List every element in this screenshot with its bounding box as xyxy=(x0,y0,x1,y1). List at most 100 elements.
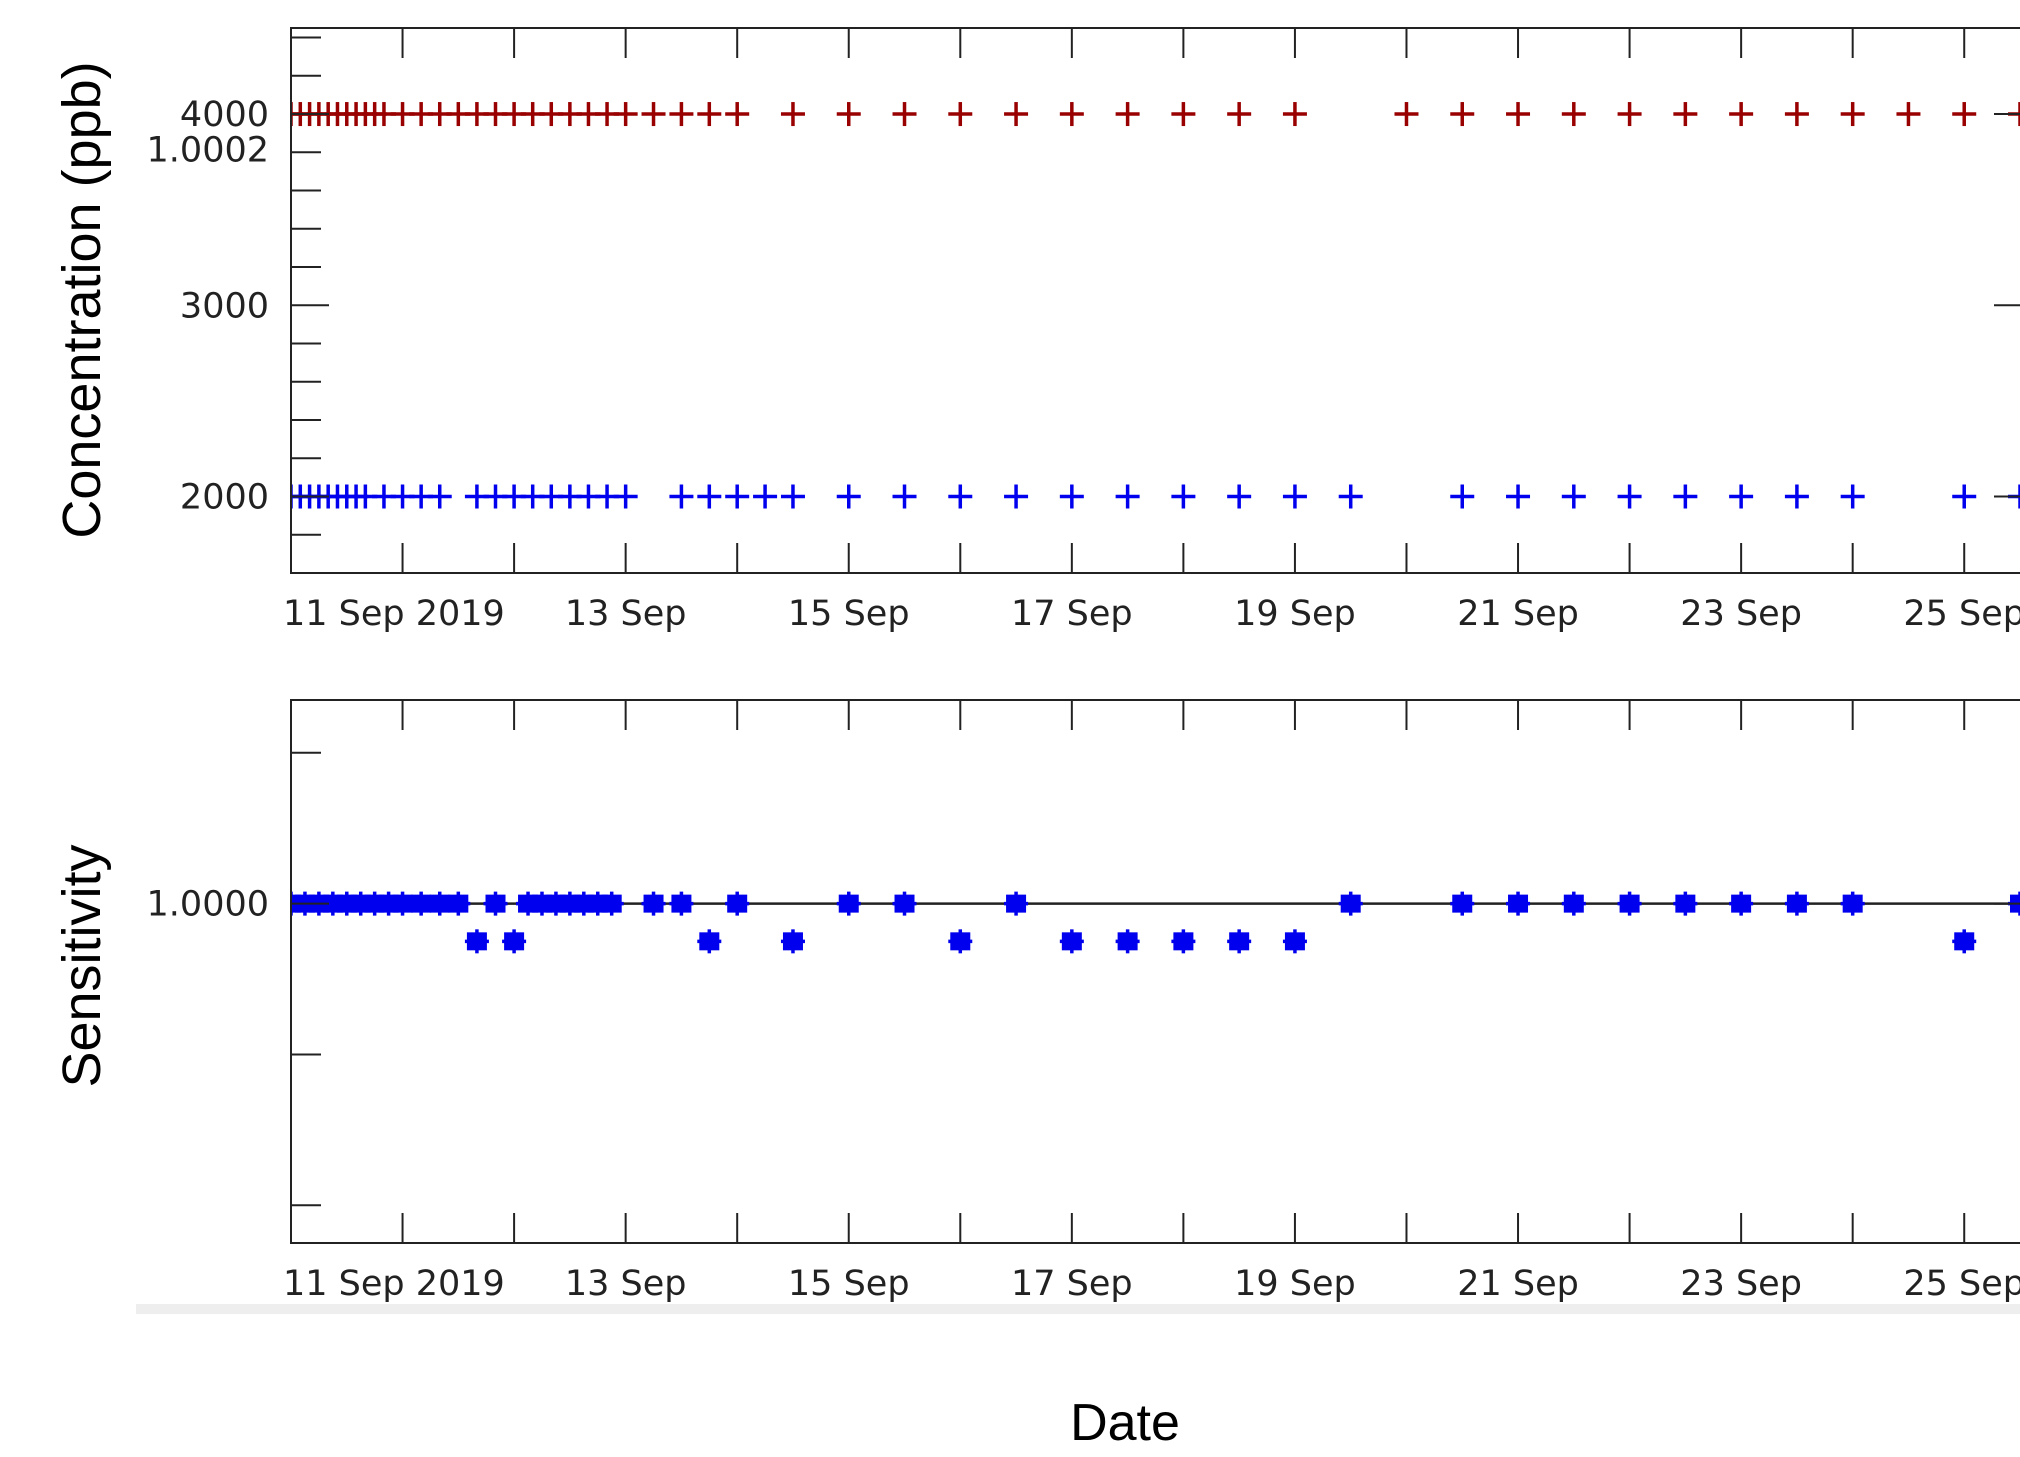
blue-series-point xyxy=(502,929,527,954)
blue-series-point xyxy=(948,929,973,954)
red-series-point xyxy=(669,102,694,127)
blue-series-point xyxy=(1617,484,1642,509)
red-series-point xyxy=(1840,102,1865,127)
blue-series-point xyxy=(1115,484,1140,509)
blue-series-point xyxy=(836,484,861,509)
blue-series-point xyxy=(1004,484,1029,509)
y-tick-label: 3000 xyxy=(180,286,269,326)
red-series-point xyxy=(1227,102,1252,127)
blue-series-point xyxy=(1338,891,1363,916)
blue-series-point xyxy=(427,484,452,509)
red-series-point xyxy=(948,102,973,127)
blue-series-point xyxy=(1673,484,1698,509)
red-series-point xyxy=(1896,102,1921,127)
x-tick-label: 21 Sep xyxy=(1457,594,1579,634)
blue-series-point xyxy=(697,484,722,509)
red-series-point xyxy=(725,102,750,127)
blue-series-point xyxy=(892,891,917,916)
blue-series-point xyxy=(1673,891,1698,916)
sensitivity-y-axis-title: Sensitivity xyxy=(52,844,112,1087)
red-series-point xyxy=(1952,102,1977,127)
red-series-point xyxy=(1506,102,1531,127)
blue-series-point xyxy=(483,891,508,916)
blue-series-point xyxy=(1004,891,1029,916)
blue-series-point xyxy=(599,891,624,916)
blue-series-point xyxy=(892,484,917,509)
blue-series-point xyxy=(427,891,452,916)
blue-series-point xyxy=(1282,929,1307,954)
y-tick-label: 1.0000 xyxy=(147,885,269,925)
x-tick-label: 13 Sep xyxy=(565,594,687,634)
blue-series-point xyxy=(725,891,750,916)
x-tick-label: 25 Sep xyxy=(1903,594,2020,634)
x-tick-label: 23 Sep xyxy=(1680,594,1802,634)
red-series-point xyxy=(1617,102,1642,127)
red-series-point xyxy=(1059,102,1084,127)
blue-series-point xyxy=(1115,929,1140,954)
blue-series-point xyxy=(753,484,778,509)
blue-series-point xyxy=(1506,891,1531,916)
concentration-plot-frame xyxy=(290,27,2020,574)
blue-series-point xyxy=(1506,484,1531,509)
blue-series-point xyxy=(1784,891,1809,916)
red-series-point xyxy=(1004,102,1029,127)
red-series-point xyxy=(613,102,638,127)
blue-series-point xyxy=(1729,891,1754,916)
blue-series-point xyxy=(1338,484,1363,509)
blue-series-point xyxy=(1282,484,1307,509)
red-series-point xyxy=(1171,102,1196,127)
blue-series-point xyxy=(669,891,694,916)
shared-x-axis-title: Date xyxy=(1070,1394,1180,1452)
sensitivity-plot-frame xyxy=(290,699,2020,1244)
concentration-ticks: 11 Sep 2019 13 Sep 15 Sep 17 Sep 19 Sep 21 Se… xyxy=(180,28,2020,634)
blue-series-point xyxy=(1171,929,1196,954)
x-tick-label: 15 Sep xyxy=(788,594,910,634)
red-series-point xyxy=(1450,102,1475,127)
blue-series-point xyxy=(1729,484,1754,509)
red-series-point xyxy=(1115,102,1140,127)
blue-series-point xyxy=(780,484,805,509)
blue-series-point xyxy=(613,484,638,509)
red-series-point xyxy=(697,102,722,127)
x-tick-label: 25 Sep xyxy=(1903,1264,2020,1304)
red-series-point xyxy=(1561,102,1586,127)
blue-series-point xyxy=(780,929,805,954)
sensitivity-ticks: 11 Sep 2019 13 Sep 15 Sep 17 Sep 19 Sep 21 Se… xyxy=(147,130,2020,1304)
red-series-point xyxy=(1394,102,1419,127)
concentration-marks xyxy=(291,102,2020,509)
blue-series-point xyxy=(669,484,694,509)
blue-series-point xyxy=(948,484,973,509)
blue-series-point xyxy=(1171,484,1196,509)
blue-series-point xyxy=(1840,484,1865,509)
blue-series-point xyxy=(1952,929,1977,954)
blue-series-point xyxy=(446,891,471,916)
blue-series-point xyxy=(464,929,489,954)
x-tick-label: 11 Sep 2019 xyxy=(283,1264,505,1304)
blue-series-point xyxy=(1227,484,1252,509)
sensitivity-marks xyxy=(291,891,2020,954)
blue-series-point xyxy=(725,484,750,509)
panel-bottom-band xyxy=(136,1304,2020,1314)
blue-series-point xyxy=(641,891,666,916)
x-tick-label: 11 Sep 2019 xyxy=(283,594,505,634)
red-series-point xyxy=(1282,102,1307,127)
x-tick-label: 13 Sep xyxy=(565,1264,687,1304)
y-tick-label: 2000 xyxy=(180,478,269,518)
blue-series-point xyxy=(1227,929,1252,954)
blue-series-point xyxy=(1450,484,1475,509)
x-tick-label: 23 Sep xyxy=(1680,1264,1802,1304)
x-tick-label: 19 Sep xyxy=(1234,594,1356,634)
blue-series-point xyxy=(1450,891,1475,916)
blue-series-point xyxy=(1561,484,1586,509)
red-series-point xyxy=(641,102,666,127)
red-series-point xyxy=(836,102,861,127)
red-series-point xyxy=(780,102,805,127)
blue-series-point xyxy=(1952,484,1977,509)
x-tick-label: 15 Sep xyxy=(788,1264,910,1304)
red-series-point xyxy=(1729,102,1754,127)
blue-series-point xyxy=(1840,891,1865,916)
x-tick-label: 19 Sep xyxy=(1234,1264,1356,1304)
x-tick-label: 21 Sep xyxy=(1457,1264,1579,1304)
red-series-point xyxy=(1673,102,1698,127)
blue-series-point xyxy=(1059,929,1084,954)
